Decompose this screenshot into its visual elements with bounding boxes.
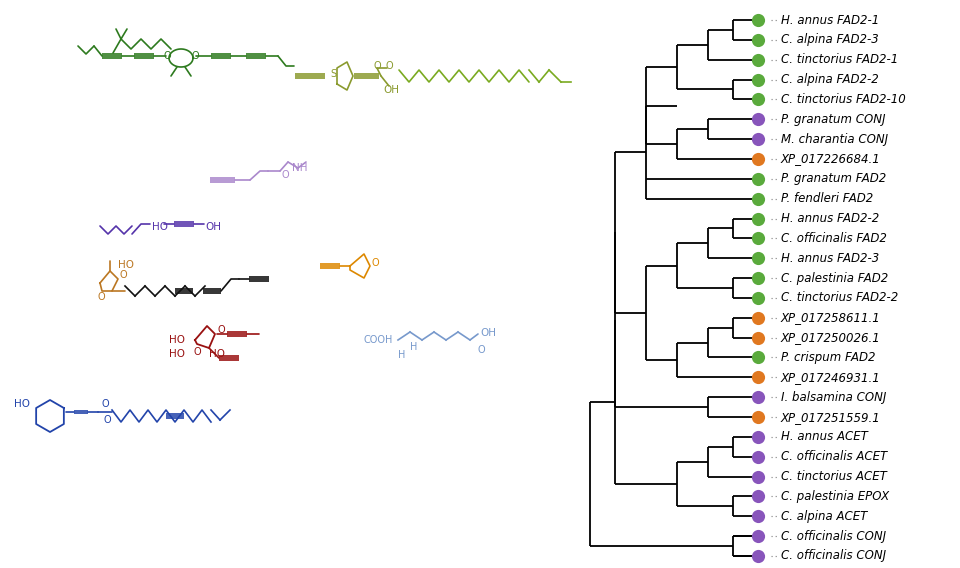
Point xyxy=(751,333,766,342)
Point xyxy=(751,492,766,501)
Text: O: O xyxy=(104,415,111,425)
Text: H. annus FAD2-3: H. annus FAD2-3 xyxy=(781,252,879,265)
Text: COOH: COOH xyxy=(364,335,393,345)
Text: H. annus FAD2-2: H. annus FAD2-2 xyxy=(781,212,879,225)
Text: I. balsamina CONJ: I. balsamina CONJ xyxy=(781,391,886,404)
Text: O: O xyxy=(163,51,171,61)
Text: C. officinalis CONJ: C. officinalis CONJ xyxy=(781,529,886,542)
Point xyxy=(751,373,766,382)
Point xyxy=(751,294,766,303)
Text: C. officinalis ACET: C. officinalis ACET xyxy=(781,450,887,463)
Text: OH: OH xyxy=(205,222,221,232)
Point xyxy=(751,174,766,183)
Text: H. annus FAD2-1: H. annus FAD2-1 xyxy=(781,14,879,27)
Text: C. tinctorius FAD2-1: C. tinctorius FAD2-1 xyxy=(781,53,899,66)
Text: O: O xyxy=(282,170,290,180)
Text: O: O xyxy=(191,51,199,61)
Text: C. officinalis CONJ: C. officinalis CONJ xyxy=(781,549,886,562)
Text: O: O xyxy=(98,292,106,302)
Text: C. palestinia FAD2: C. palestinia FAD2 xyxy=(781,272,888,285)
Text: O: O xyxy=(217,325,225,335)
Point xyxy=(751,35,766,44)
Text: C. alpina FAD2-3: C. alpina FAD2-3 xyxy=(781,34,878,47)
Text: O: O xyxy=(478,345,486,355)
Text: HO: HO xyxy=(14,399,30,409)
Text: XP_017226684.1: XP_017226684.1 xyxy=(781,152,880,165)
Point xyxy=(751,392,766,402)
Text: XP_017246931.1: XP_017246931.1 xyxy=(781,371,880,384)
Point xyxy=(751,254,766,263)
Point xyxy=(751,55,766,64)
Point xyxy=(751,274,766,283)
Text: P. granatum FAD2: P. granatum FAD2 xyxy=(781,172,886,185)
Point xyxy=(751,432,766,441)
Text: P. granatum CONJ: P. granatum CONJ xyxy=(781,113,885,126)
Text: HO: HO xyxy=(209,349,225,359)
Point xyxy=(751,234,766,243)
Text: C. alpina FAD2-2: C. alpina FAD2-2 xyxy=(781,73,878,86)
Text: C. alpina ACET: C. alpina ACET xyxy=(781,510,867,523)
Text: HO: HO xyxy=(152,222,168,232)
Text: OH: OH xyxy=(383,85,399,95)
Text: XP_017250026.1: XP_017250026.1 xyxy=(781,331,880,344)
Point xyxy=(751,135,766,144)
Text: HO: HO xyxy=(169,349,185,359)
Point xyxy=(751,194,766,203)
Text: C. tinctorius FAD2-10: C. tinctorius FAD2-10 xyxy=(781,93,905,106)
Point xyxy=(751,412,766,421)
Text: OH: OH xyxy=(480,328,496,338)
Text: P. crispum FAD2: P. crispum FAD2 xyxy=(781,351,876,364)
Point xyxy=(751,353,766,362)
Text: O: O xyxy=(373,61,381,71)
Text: NH: NH xyxy=(292,163,307,173)
Text: S: S xyxy=(330,69,336,79)
Point xyxy=(751,313,766,322)
Text: H: H xyxy=(410,342,418,352)
Text: HO: HO xyxy=(118,260,134,270)
Text: C. palestinia EPOX: C. palestinia EPOX xyxy=(781,490,889,503)
Point xyxy=(751,214,766,223)
Point xyxy=(751,75,766,84)
Point xyxy=(751,115,766,124)
Text: H. annus ACET: H. annus ACET xyxy=(781,431,868,444)
Text: C. tinctorius ACET: C. tinctorius ACET xyxy=(781,470,887,483)
Point xyxy=(751,512,766,521)
Text: O: O xyxy=(120,270,128,280)
Text: HO: HO xyxy=(169,335,185,345)
Point xyxy=(751,154,766,164)
Text: O: O xyxy=(372,258,379,268)
Text: O: O xyxy=(102,399,109,409)
Point xyxy=(751,532,766,541)
Text: O: O xyxy=(385,61,393,71)
Text: XP_017258611.1: XP_017258611.1 xyxy=(781,311,880,324)
Text: XP_017251559.1: XP_017251559.1 xyxy=(781,411,880,424)
Point xyxy=(751,452,766,461)
Text: M. charantia CONJ: M. charantia CONJ xyxy=(781,132,888,145)
Point xyxy=(751,472,766,481)
Text: P. fendleri FAD2: P. fendleri FAD2 xyxy=(781,192,874,205)
Text: C. officinalis FAD2: C. officinalis FAD2 xyxy=(781,232,887,245)
Point xyxy=(751,95,766,104)
Point xyxy=(751,552,766,561)
Text: H: H xyxy=(398,350,406,360)
Point xyxy=(751,15,766,24)
Text: C. tinctorius FAD2-2: C. tinctorius FAD2-2 xyxy=(781,291,899,304)
Text: O: O xyxy=(193,347,201,357)
